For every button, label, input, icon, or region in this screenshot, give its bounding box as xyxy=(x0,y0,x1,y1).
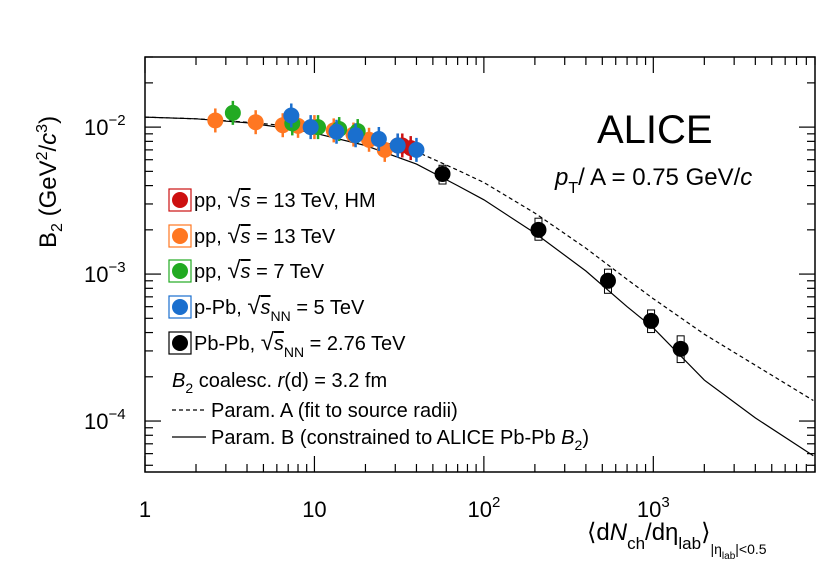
legend-label: pp, √s = 13 TeV, HM xyxy=(194,186,376,213)
legend-swatch-box xyxy=(168,331,192,355)
legend-swatch-box xyxy=(168,259,192,283)
legend-marker xyxy=(172,192,188,208)
legend-param-b: Param. B (constrained to ALICE Pb-Pb B2) xyxy=(211,427,589,453)
point-series-3 xyxy=(328,123,345,140)
point-series-4 xyxy=(434,165,451,182)
coalescence-note: B2 coalesc. r(d) = 3.2 fm xyxy=(172,370,387,396)
x-tick-label: 10 xyxy=(302,497,326,522)
point-series-3 xyxy=(302,119,319,136)
axis-ticks xyxy=(144,56,816,472)
legend-swatch-box xyxy=(168,188,192,212)
legend: pp, √s = 13 TeV, HM pp, √s = 13 TeV pp, √s… xyxy=(168,186,406,360)
legend-swatch-box xyxy=(168,224,192,248)
legend-label: pp, √s = 13 TeV xyxy=(194,222,336,249)
point-series-3 xyxy=(347,127,364,144)
y-tick-label: 10−3 xyxy=(84,259,126,287)
legend-marker xyxy=(172,263,188,279)
point-series-1 xyxy=(207,112,224,129)
point-series-3 xyxy=(408,141,425,158)
point-series-4 xyxy=(643,312,660,329)
curve-param-a xyxy=(144,116,814,402)
legend-marker xyxy=(172,299,188,315)
y-tick-label: 10−2 xyxy=(84,112,126,140)
legend-label: pp, √s = 7 TeV xyxy=(194,257,325,284)
tick-labels: 1 10 102 103 10−4 10−3 10−2 xyxy=(84,112,670,522)
point-series-4 xyxy=(599,272,616,289)
point-series-3 xyxy=(389,137,406,154)
data-points xyxy=(207,100,689,357)
point-series-1 xyxy=(247,114,264,131)
plot-frame xyxy=(144,56,816,473)
legend-swatch-box xyxy=(168,295,192,319)
x-axis-title: ⟨dNch/dηlab⟩|ηlab|<0.5 xyxy=(587,519,767,562)
chart-title: ALICE xyxy=(597,108,713,152)
point-series-3 xyxy=(370,131,387,148)
x-tick-label: 102 xyxy=(467,494,500,522)
legend-param-a: Param. A (fit to source radii) xyxy=(211,400,458,422)
x-tick-label: 103 xyxy=(637,494,670,522)
point-series-3 xyxy=(283,107,300,124)
y-axis-title: B2 (GeV2/c3) xyxy=(34,116,66,248)
legend-marker xyxy=(172,335,188,351)
point-series-4 xyxy=(672,340,689,357)
point-series-4 xyxy=(530,221,547,238)
y-tick-label: 10−4 xyxy=(84,406,126,434)
point-series-2 xyxy=(224,104,241,121)
x-tick-label: 1 xyxy=(139,497,151,522)
legend-label: p-Pb, √sNN = 5 TeV xyxy=(194,293,365,324)
chart-subtitle: pT/ A = 0.75 GeV/c xyxy=(554,164,752,197)
legend-marker xyxy=(172,228,188,244)
legend-label: Pb-Pb, √sNN = 2.76 TeV xyxy=(194,329,406,360)
